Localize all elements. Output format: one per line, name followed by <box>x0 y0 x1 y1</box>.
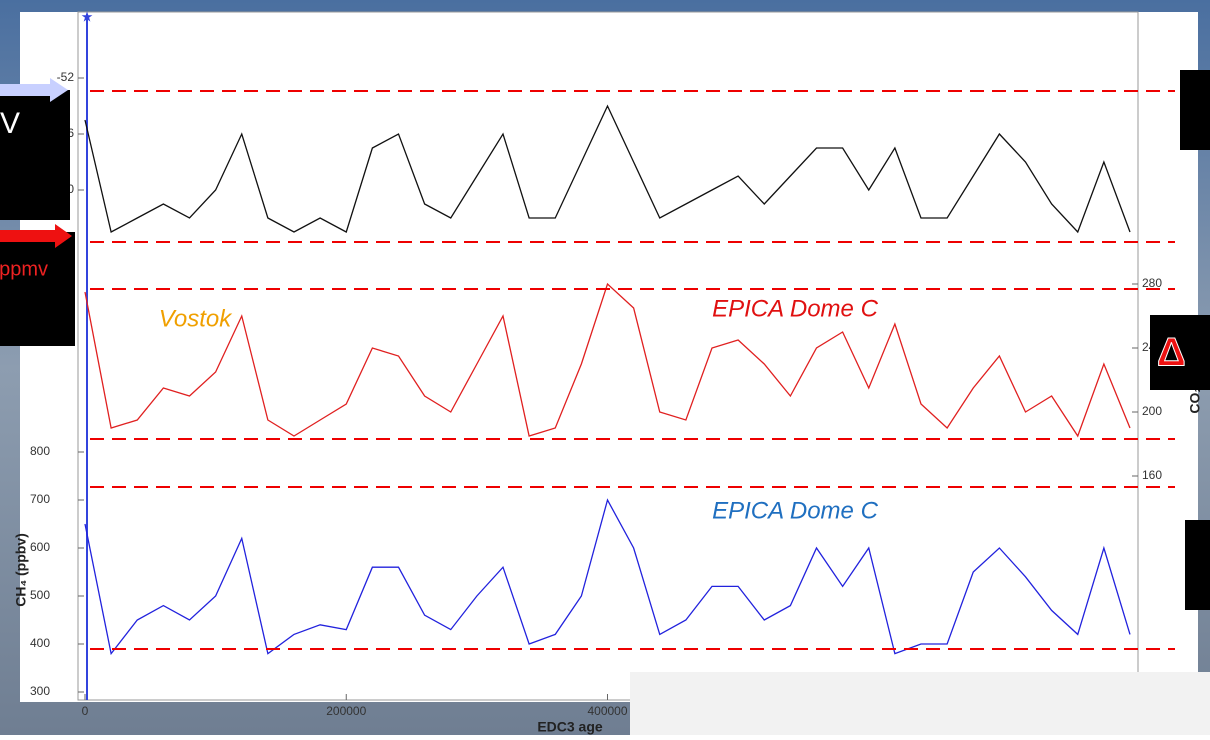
y-tick-label: 800 <box>30 444 50 458</box>
y-tick-label: 600 <box>30 540 50 554</box>
y-axis-label: CO₂ <box>1187 386 1203 413</box>
y-tick-label: 160 <box>1142 468 1162 482</box>
overlay-label: V <box>0 107 20 140</box>
overlay-label: Δ <box>1157 331 1186 375</box>
overlay-box <box>1185 520 1210 610</box>
x-axis-label: EDC3 age <box>537 719 603 735</box>
overlay-box <box>0 232 75 346</box>
overlay-label: ppmv <box>0 258 48 280</box>
y-axis-label: CH₄ (ppbv) <box>13 533 29 607</box>
axis-star: ★ <box>81 9 94 25</box>
overlay-box <box>1180 70 1210 150</box>
overlay-panel <box>630 672 1210 735</box>
chart-image <box>20 12 1198 702</box>
y-tick-label: -52 <box>57 70 75 84</box>
annotation: EPICA Dome C <box>712 295 878 322</box>
slide: ★ 0200000400000600000800000EDC3 age-60-5… <box>0 0 1210 735</box>
y-tick-label: 300 <box>30 684 50 698</box>
annotation: EPICA Dome C <box>712 497 878 524</box>
x-tick-label: 200000 <box>326 704 366 718</box>
x-tick-label: 400000 <box>587 704 627 718</box>
x-tick-label: 0 <box>82 704 89 718</box>
y-tick-label: 400 <box>30 636 50 650</box>
y-tick-label: 700 <box>30 492 50 506</box>
annotation: Vostok <box>159 305 233 332</box>
y-tick-label: 500 <box>30 588 50 602</box>
y-tick-label: 200 <box>1142 404 1162 418</box>
